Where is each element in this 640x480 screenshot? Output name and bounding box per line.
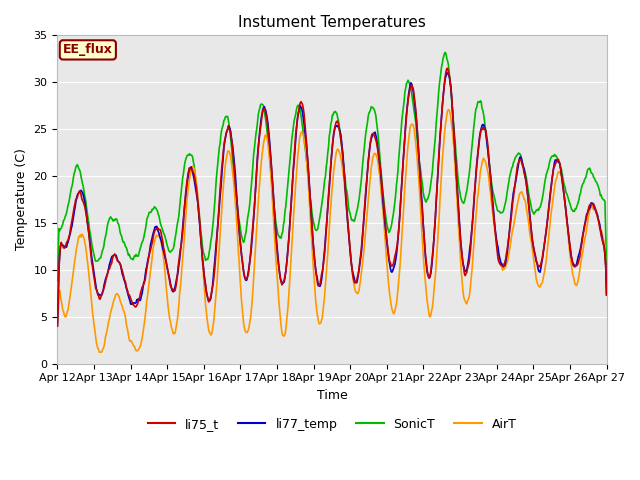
Y-axis label: Temperature (C): Temperature (C)	[15, 149, 28, 251]
li75_t	[176, 252, 184, 258]
SonicT	[63, 206, 71, 212]
li77_temp	[415, 150, 422, 156]
Text: EE_flux: EE_flux	[63, 43, 113, 56]
li75_t	[415, 148, 422, 154]
SonicT	[415, 154, 422, 160]
li77_temp	[443, 70, 451, 75]
SonicT	[176, 205, 184, 211]
AirT	[95, 349, 103, 355]
li75_t	[63, 239, 71, 244]
AirT	[603, 284, 611, 289]
Line: SonicT: SonicT	[58, 52, 607, 281]
Title: Instument Temperatures: Instument Temperatures	[238, 15, 426, 30]
li77_temp	[399, 168, 406, 173]
X-axis label: Time: Time	[317, 389, 348, 402]
li77_temp	[603, 292, 611, 298]
li77_temp	[54, 323, 61, 328]
Legend: li75_t, li77_temp, SonicT, AirT: li75_t, li77_temp, SonicT, AirT	[143, 413, 522, 436]
SonicT	[205, 253, 212, 259]
SonicT	[442, 49, 449, 55]
AirT	[399, 210, 407, 216]
AirT	[121, 311, 129, 316]
SonicT	[399, 111, 406, 117]
SonicT	[54, 278, 61, 284]
li75_t	[603, 292, 611, 298]
AirT	[445, 107, 452, 112]
li75_t	[444, 66, 451, 72]
Line: li77_temp: li77_temp	[58, 72, 607, 325]
AirT	[63, 309, 71, 314]
SonicT	[603, 263, 611, 269]
AirT	[177, 283, 184, 289]
SonicT	[120, 239, 128, 245]
li77_temp	[63, 241, 71, 247]
li77_temp	[176, 257, 184, 263]
AirT	[205, 329, 213, 335]
li75_t	[54, 324, 61, 329]
li77_temp	[205, 298, 212, 303]
Line: AirT: AirT	[58, 109, 607, 352]
li75_t	[120, 274, 128, 280]
li75_t	[205, 299, 212, 305]
li77_temp	[120, 276, 128, 282]
AirT	[415, 186, 423, 192]
Line: li75_t: li75_t	[58, 69, 607, 326]
li75_t	[399, 167, 406, 173]
AirT	[54, 320, 61, 326]
